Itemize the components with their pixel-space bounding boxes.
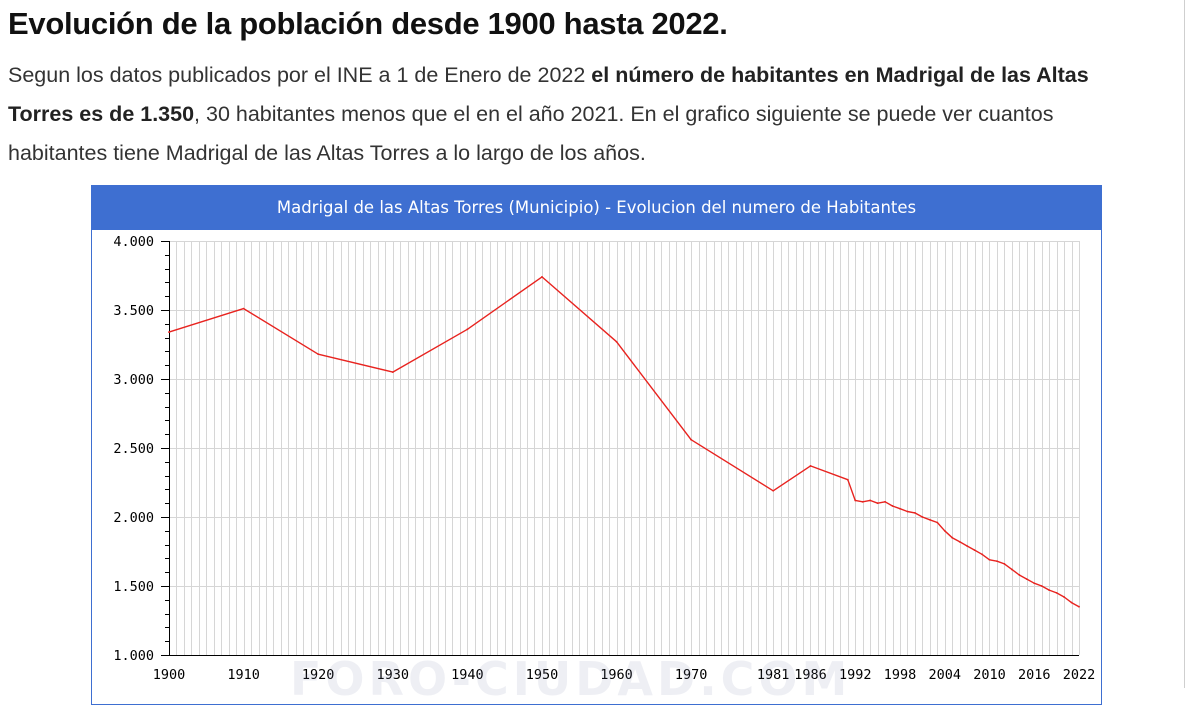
data-point: [541, 275, 543, 278]
data-point: [966, 545, 969, 547]
data-point: [958, 540, 961, 543]
data-point: [988, 558, 991, 561]
data-point: [899, 507, 901, 510]
data-point: [317, 353, 320, 356]
x-tick-label: 1981: [757, 667, 790, 683]
data-point: [876, 502, 879, 505]
data-point: [846, 478, 849, 481]
x-tick-label: 2022: [1063, 667, 1096, 683]
x-tick-label: 2004: [928, 667, 961, 683]
data-point: [168, 331, 170, 333]
data-point: [884, 500, 886, 503]
grid: [169, 241, 1080, 656]
watermark: FORO-CIUDAD.COM: [290, 652, 852, 706]
data-point: [914, 511, 916, 514]
x-tick-label: 2016: [1018, 667, 1051, 683]
data-point: [615, 340, 618, 343]
data-point: [1010, 568, 1013, 571]
y-tick-label: 4.000: [113, 234, 154, 250]
data-point: [951, 536, 954, 539]
x-tick-label: 1920: [302, 667, 335, 683]
page-title: Evolución de la población desde 1900 has…: [8, 6, 728, 41]
x-tick-label: 1998: [884, 667, 917, 683]
data-point: [996, 560, 998, 563]
data-point: [1078, 605, 1080, 608]
y-tick-label: 2.000: [113, 510, 154, 526]
y-tick-label: 2.500: [113, 441, 154, 457]
axes: [161, 241, 1079, 656]
intro-text-end: , 30 habitantes menos que el en el año 2…: [8, 102, 1054, 165]
data-point: [1003, 563, 1006, 565]
y-tick-label: 3.000: [113, 372, 154, 388]
x-tick-label: 1930: [377, 667, 410, 683]
data-point: [861, 500, 864, 503]
data-point: [936, 521, 939, 524]
data-point: [690, 438, 693, 441]
data-point: [1055, 592, 1058, 594]
data-point: [906, 510, 909, 513]
x-tick-label: 1900: [153, 667, 186, 683]
x-tick-label: 1950: [526, 667, 559, 683]
y-tick-label: 3.500: [113, 303, 154, 319]
x-tick-label: 1992: [839, 667, 872, 683]
x-tick-label: 1986: [794, 667, 827, 683]
population-chart: 1.000 1.500 2.000 2.500 3.000 3.500 4.000 1900 1…: [113, 234, 1096, 683]
data-point: [921, 516, 924, 518]
y-tick-label: 1.500: [113, 579, 154, 595]
data-point: [1040, 585, 1043, 587]
data-point: [891, 505, 894, 507]
y-tick-label: 1.000: [113, 648, 154, 664]
chart-title: Madrigal de las Altas Torres (Municipio)…: [92, 186, 1101, 230]
x-tick-label: 1970: [675, 667, 708, 683]
data-point: [1070, 601, 1073, 604]
data-point: [928, 518, 931, 521]
data-point: [466, 328, 469, 331]
intro-paragraph: Segun los datos publicados por el INE a …: [8, 56, 1158, 173]
data-point: [391, 371, 394, 373]
data-point: [869, 499, 872, 502]
data-point: [981, 553, 983, 556]
data-point: [1063, 596, 1065, 598]
data-point: [772, 489, 775, 492]
x-tick-label: 1910: [227, 667, 260, 683]
data-point: [1033, 582, 1036, 585]
data-point: [242, 307, 245, 310]
data-point: [1048, 589, 1051, 592]
content-divider: [1184, 0, 1185, 688]
data-point: [943, 529, 946, 532]
x-tick-label: 1960: [600, 667, 633, 683]
x-tick-label: 2010: [973, 667, 1006, 683]
data-point: [809, 465, 812, 467]
population-series-line: [168, 276, 1080, 608]
data-point: [854, 499, 857, 502]
data-point: [1018, 574, 1021, 576]
intro-highlight: el número de habitantes en Madrigal de l…: [8, 63, 1089, 126]
data-point: [973, 549, 976, 552]
data-point: [1025, 578, 1028, 580]
x-tick-label: 1940: [451, 667, 484, 683]
intro-text-start: Segun los datos publicados por el INE a …: [8, 63, 592, 87]
